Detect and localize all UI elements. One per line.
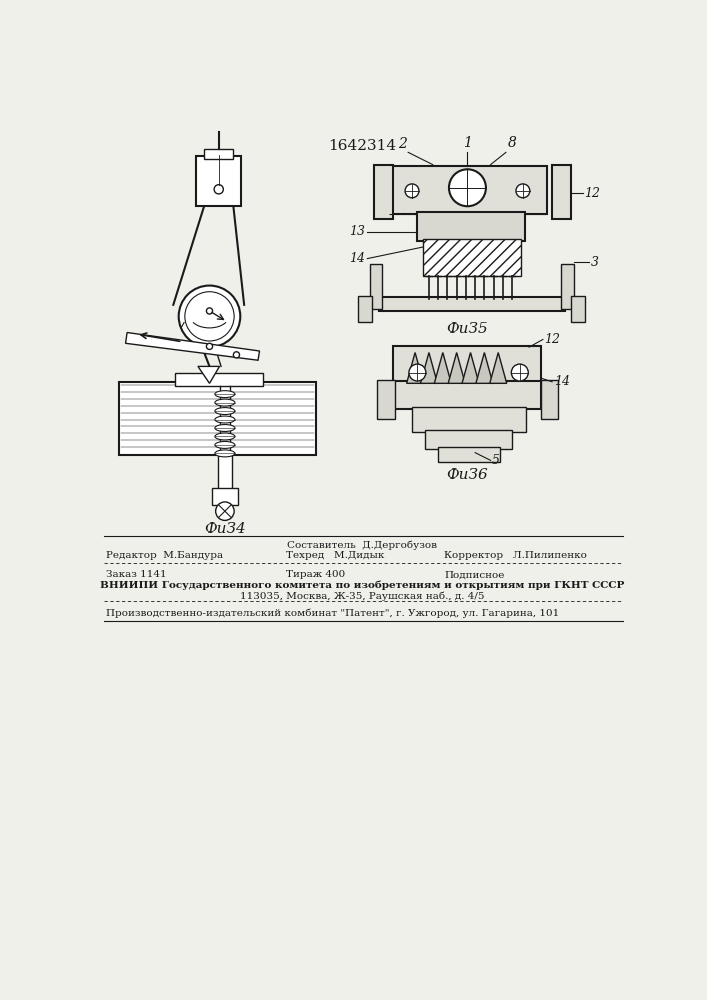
Text: Тираж 400: Тираж 400: [286, 570, 346, 579]
Bar: [175, 373, 264, 386]
Polygon shape: [462, 353, 479, 383]
Text: Производственно-издательский комбинат "Патент", г. Ужгород, ул. Гагарина, 101: Производственно-издательский комбинат "П…: [105, 609, 559, 618]
Circle shape: [206, 308, 213, 314]
Polygon shape: [476, 353, 493, 383]
Text: Подписное: Подписное: [444, 570, 505, 579]
Circle shape: [216, 502, 234, 520]
Circle shape: [405, 184, 419, 198]
Bar: [197, 156, 241, 206]
Polygon shape: [421, 353, 438, 383]
Text: Заказ 1141: Заказ 1141: [105, 570, 166, 579]
Circle shape: [511, 364, 528, 381]
Ellipse shape: [215, 433, 235, 440]
Ellipse shape: [215, 450, 235, 457]
Ellipse shape: [215, 441, 235, 448]
Text: 14: 14: [349, 252, 365, 265]
Text: 8: 8: [508, 136, 517, 150]
Bar: [378, 380, 395, 419]
Text: 1642314: 1642314: [328, 139, 396, 153]
Polygon shape: [490, 353, 507, 383]
Ellipse shape: [215, 416, 235, 423]
Text: ФиЗ6: ФиЗ6: [447, 468, 489, 482]
Ellipse shape: [215, 399, 235, 406]
Text: 14: 14: [554, 375, 570, 388]
Ellipse shape: [215, 408, 235, 415]
Bar: [212, 488, 238, 505]
Bar: [561, 264, 573, 309]
Bar: [379, 297, 565, 311]
Ellipse shape: [215, 425, 235, 431]
Bar: [417, 212, 525, 241]
Circle shape: [233, 352, 240, 358]
Bar: [119, 382, 316, 455]
Circle shape: [185, 292, 234, 341]
Bar: [425, 430, 512, 449]
Circle shape: [449, 169, 486, 206]
Text: 113035, Москва, Ж-35, Раушская наб., д. 4/5: 113035, Москва, Ж-35, Раушская наб., д. …: [240, 591, 484, 601]
Text: ВНИИПИ Государственного комитета по изобретениям и открытиям при ГКНТ СССР: ВНИИПИ Государственного комитета по изоб…: [100, 580, 624, 590]
Text: 12: 12: [544, 333, 561, 346]
Circle shape: [516, 184, 530, 198]
Bar: [541, 380, 559, 419]
Bar: [571, 296, 585, 322]
Bar: [423, 239, 520, 276]
Polygon shape: [407, 353, 423, 383]
Bar: [412, 407, 526, 432]
Ellipse shape: [215, 391, 235, 398]
Bar: [370, 264, 382, 309]
Bar: [218, 455, 232, 490]
Text: Редактор  М.Бандура: Редактор М.Бандура: [105, 551, 223, 560]
Text: 13: 13: [349, 225, 365, 238]
Polygon shape: [126, 333, 259, 360]
Bar: [393, 346, 541, 383]
Text: Корректор   Л.Пилипенко: Корректор Л.Пилипенко: [444, 551, 588, 560]
Text: 12: 12: [585, 187, 600, 200]
Text: 5: 5: [492, 454, 500, 467]
Polygon shape: [448, 353, 465, 383]
Text: ФиЗ5: ФиЗ5: [447, 322, 489, 336]
Bar: [552, 165, 571, 219]
Bar: [373, 165, 393, 219]
Circle shape: [179, 286, 240, 347]
Polygon shape: [198, 366, 219, 383]
Text: Составитель  Д.Дергобузов: Составитель Д.Дергобузов: [287, 540, 437, 550]
Text: Техред   М.Дидык: Техред М.Дидык: [286, 551, 385, 560]
Text: 2: 2: [398, 137, 407, 151]
Circle shape: [206, 343, 213, 349]
Text: 1: 1: [463, 136, 472, 150]
Bar: [358, 296, 372, 322]
Bar: [393, 381, 541, 409]
Bar: [389, 166, 547, 214]
Circle shape: [409, 364, 426, 381]
Text: 3: 3: [590, 256, 599, 269]
Text: ФиЗ4: ФиЗ4: [204, 522, 246, 536]
Circle shape: [214, 185, 223, 194]
Bar: [438, 447, 500, 462]
Polygon shape: [434, 353, 451, 383]
Bar: [204, 149, 233, 158]
